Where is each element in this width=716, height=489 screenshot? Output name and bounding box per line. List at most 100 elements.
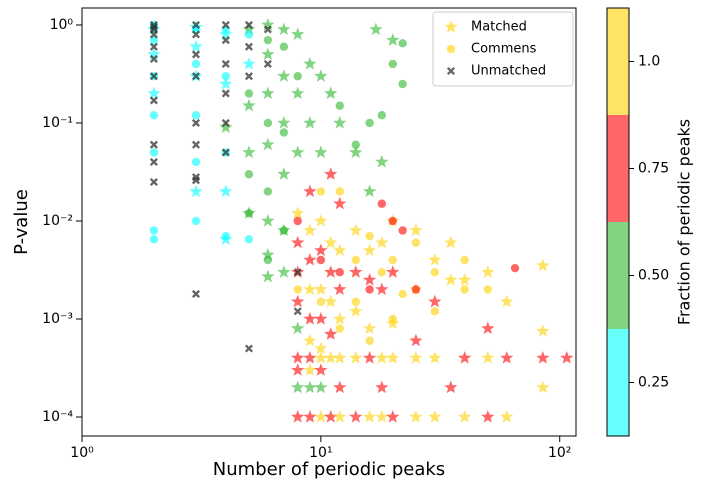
- star-marker: [314, 410, 328, 423]
- circle-marker: [483, 285, 493, 294]
- star-marker: [314, 145, 328, 159]
- star-marker: [362, 273, 377, 286]
- star-marker: [375, 282, 389, 296]
- star-marker: [362, 351, 377, 364]
- star-marker: [189, 39, 203, 53]
- star-marker: [375, 154, 389, 168]
- y-tick-label: 10⁰: [50, 17, 74, 33]
- star-marker: [219, 76, 233, 90]
- circle-marker: [149, 111, 159, 120]
- circle-marker: [365, 231, 374, 241]
- circle-marker: [244, 235, 254, 244]
- star-marker: [481, 321, 495, 335]
- star-marker: [349, 410, 363, 423]
- circle-marker: [293, 72, 302, 81]
- star-marker: [428, 410, 442, 423]
- star-marker: [291, 363, 305, 376]
- x-marker: [221, 89, 230, 98]
- star-marker: [303, 115, 317, 129]
- star-marker: [189, 184, 203, 198]
- x-marker: [149, 54, 158, 64]
- star-marker: [291, 86, 305, 100]
- circle-marker: [335, 187, 344, 196]
- x-marker: [191, 30, 201, 39]
- legend-box: [432, 11, 574, 87]
- circle-marker: [191, 157, 201, 167]
- circle-marker: [377, 111, 387, 120]
- circle-marker: [279, 226, 289, 235]
- x-marker: [221, 20, 230, 30]
- star-marker: [369, 22, 383, 36]
- plot-frame: [81, 7, 577, 437]
- star-marker: [277, 115, 291, 129]
- x-marker: [149, 177, 158, 187]
- star-marker: [362, 321, 377, 335]
- x-marker: [191, 176, 201, 185]
- x-tick-label: 10⁰: [70, 445, 94, 461]
- star-marker: [428, 294, 442, 308]
- x-marker: [244, 72, 254, 81]
- star-marker: [362, 184, 377, 198]
- points: [147, 17, 574, 423]
- x-marker: [221, 118, 230, 128]
- circle-marker: [263, 118, 273, 128]
- circle-marker: [398, 79, 407, 89]
- star-marker: [261, 17, 275, 31]
- star-marker: [444, 273, 458, 286]
- legend-label: Unmatched: [471, 64, 546, 79]
- circle-marker: [398, 226, 407, 235]
- colorbar-segment: [607, 222, 629, 329]
- star-marker: [303, 410, 317, 423]
- star-marker: [324, 167, 338, 180]
- circle-marker: [191, 59, 201, 69]
- star-marker: [291, 410, 305, 423]
- star-marker: [458, 351, 472, 364]
- star-marker: [500, 410, 514, 423]
- star-marker: [444, 235, 458, 249]
- colorbar-tick-label: 0.25: [638, 375, 669, 391]
- star-marker: [333, 282, 347, 296]
- y-tick-label: 10⁻⁴: [42, 409, 73, 425]
- x-marker: [191, 118, 201, 128]
- star-marker: [362, 243, 377, 257]
- star-marker: [219, 184, 233, 198]
- star-marker: [386, 33, 400, 46]
- star-marker: [324, 294, 338, 308]
- star-marker: [324, 351, 338, 364]
- circle-marker: [460, 255, 469, 265]
- star-marker: [481, 351, 495, 364]
- x-marker: [149, 42, 158, 51]
- circle-marker: [149, 226, 159, 235]
- circle-marker: [377, 268, 387, 277]
- circle-marker: [244, 89, 254, 98]
- star-marker: [428, 252, 442, 266]
- circle-marker: [351, 140, 360, 149]
- star-marker: [291, 145, 305, 159]
- star-marker: [291, 27, 305, 41]
- x-tick-label: 10¹: [309, 445, 332, 461]
- circle-marker: [335, 268, 344, 277]
- x-marker: [149, 96, 158, 105]
- x-marker: [191, 20, 201, 30]
- circle-marker: [411, 285, 421, 294]
- x-axis-label: Number of periodic peaks: [213, 459, 445, 480]
- star-marker: [458, 410, 472, 423]
- circle-marker: [365, 336, 374, 345]
- star-marker: [303, 282, 317, 296]
- star-marker: [349, 223, 363, 237]
- star-marker: [242, 145, 256, 159]
- circle-marker: [316, 187, 326, 196]
- circle-marker: [460, 285, 469, 294]
- circle-marker: [351, 297, 360, 306]
- star-marker: [261, 137, 275, 151]
- x-marker: [221, 36, 230, 45]
- star-marker: [324, 86, 338, 100]
- star-marker: [277, 22, 291, 36]
- circle-marker: [388, 216, 397, 226]
- star-marker: [536, 258, 550, 272]
- star-marker: [333, 351, 347, 364]
- circle-marker: [293, 285, 302, 294]
- star-marker: [277, 265, 291, 278]
- star-marker: [375, 235, 389, 249]
